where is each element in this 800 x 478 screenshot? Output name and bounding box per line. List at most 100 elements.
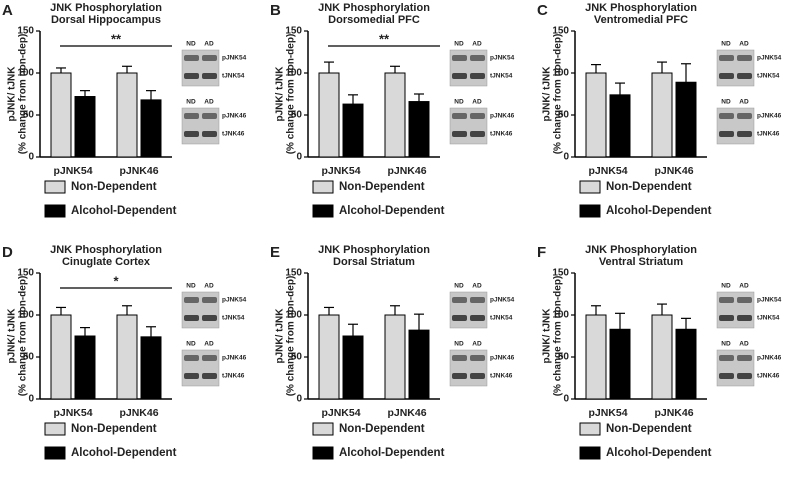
panel-letter: D: [2, 244, 13, 261]
y-tick-label: 50: [558, 110, 570, 121]
x-tick-label: pJNK46: [654, 407, 693, 419]
blot-band: [719, 73, 734, 79]
y-axis-label: (% change from non-dep): [18, 276, 29, 397]
y-tick-label: 100: [552, 310, 569, 321]
blot-band: [184, 355, 199, 361]
x-tick-label: pJNK54: [53, 407, 92, 419]
bar: [140, 336, 162, 400]
blot-band: [470, 73, 485, 79]
legend-label: Alcohol-Dependent: [606, 205, 712, 217]
y-tick-label: 100: [17, 68, 34, 79]
y-tick-label: 100: [17, 310, 34, 321]
bar: [609, 328, 631, 400]
legend-swatch: [312, 446, 334, 460]
legend-label: Alcohol-Dependent: [71, 205, 177, 217]
y-tick-label: 0: [563, 152, 569, 163]
y-axis-label: pJNK/ tJNK: [275, 308, 286, 364]
legend-swatch: [44, 180, 66, 194]
blot-lane-label: ND: [186, 341, 196, 348]
x-tick-label: pJNK54: [588, 165, 627, 177]
bar: [408, 101, 430, 158]
bar: [408, 329, 430, 400]
chart-title: JNK Phosphorylation: [50, 2, 162, 14]
blot-band: [452, 113, 467, 119]
blot-lane-label: ND: [721, 341, 731, 348]
legend-swatch: [312, 422, 334, 436]
blot-lane-label: ND: [454, 41, 464, 48]
blot-band: [470, 373, 485, 379]
y-axis-label: (% change from non-dep): [18, 34, 29, 155]
panel-letter: C: [537, 2, 548, 19]
blot-lane-label: ND: [186, 283, 196, 290]
chart-title: JNK Phosphorylation: [50, 244, 162, 256]
blot-band: [452, 297, 467, 303]
blot-band: [184, 113, 199, 119]
chart-subtitle: Cinuglate Cortex: [62, 256, 151, 268]
y-tick-label: 100: [285, 68, 302, 79]
blot-band: [737, 297, 752, 303]
legend-swatch: [44, 204, 66, 218]
bar: [140, 99, 162, 158]
blot-band-label: pJNK46: [222, 113, 247, 120]
blot-band: [184, 131, 199, 137]
bar: [651, 72, 673, 158]
blot-band: [719, 297, 734, 303]
blot-lane-label: AD: [472, 99, 482, 106]
x-tick-label: pJNK54: [53, 165, 92, 177]
blot-lane-label: AD: [472, 341, 482, 348]
legend-label: Non-Dependent: [71, 423, 157, 435]
blot-band: [184, 373, 199, 379]
blot-lane-label: ND: [721, 41, 731, 48]
bar: [318, 314, 340, 400]
chart-subtitle: Ventromedial PFC: [594, 14, 688, 26]
blot-lane-label: ND: [454, 283, 464, 290]
blot-band: [452, 373, 467, 379]
blot-band-label: tJNK54: [490, 315, 513, 322]
chart-subtitle: Dorsal Hippocampus: [51, 14, 161, 26]
blot-band-label: pJNK54: [222, 55, 247, 62]
blot-band-label: pJNK46: [757, 113, 782, 120]
y-tick-label: 50: [23, 352, 35, 363]
legend-swatch: [312, 204, 334, 218]
x-tick-label: pJNK46: [119, 165, 158, 177]
blot-band: [719, 131, 734, 137]
y-tick-label: 0: [563, 394, 569, 405]
blot-band: [737, 315, 752, 321]
y-axis-label: pJNK/ tJNK: [7, 66, 18, 122]
blot-band-label: tJNK54: [757, 73, 780, 80]
bar: [116, 314, 138, 400]
blot-band-label: pJNK54: [490, 55, 515, 62]
significance-mark: *: [113, 273, 119, 288]
blot-band-label: tJNK54: [757, 315, 780, 322]
blot-band: [202, 55, 217, 61]
blot-lane-label: ND: [721, 283, 731, 290]
blot-band: [719, 315, 734, 321]
bar: [651, 314, 673, 400]
x-tick-label: pJNK46: [387, 165, 426, 177]
y-tick-label: 50: [23, 110, 35, 121]
blot-band: [452, 131, 467, 137]
blot-band: [719, 113, 734, 119]
y-axis-label: pJNK/ tJNK: [542, 308, 553, 364]
legend-label: Non-Dependent: [606, 423, 692, 435]
chart-title: JNK Phosphorylation: [318, 2, 430, 14]
significance-mark: **: [379, 31, 390, 46]
chart-title: JNK Phosphorylation: [585, 244, 697, 256]
bar: [50, 72, 72, 158]
bar: [675, 81, 697, 158]
blot-band: [202, 131, 217, 137]
y-tick-label: 50: [291, 352, 303, 363]
blot-lane-label: AD: [204, 283, 214, 290]
blot-band: [719, 355, 734, 361]
bar: [74, 335, 96, 400]
blot-band: [470, 297, 485, 303]
legend-label: Alcohol-Dependent: [71, 447, 177, 459]
legend-label: Alcohol-Dependent: [339, 447, 445, 459]
blot-lane-label: AD: [739, 41, 749, 48]
blot-band-label: tJNK54: [490, 73, 513, 80]
blot-band: [719, 373, 734, 379]
blot-band: [719, 55, 734, 61]
blot-band: [470, 55, 485, 61]
blot-band: [737, 55, 752, 61]
bar: [585, 72, 607, 158]
